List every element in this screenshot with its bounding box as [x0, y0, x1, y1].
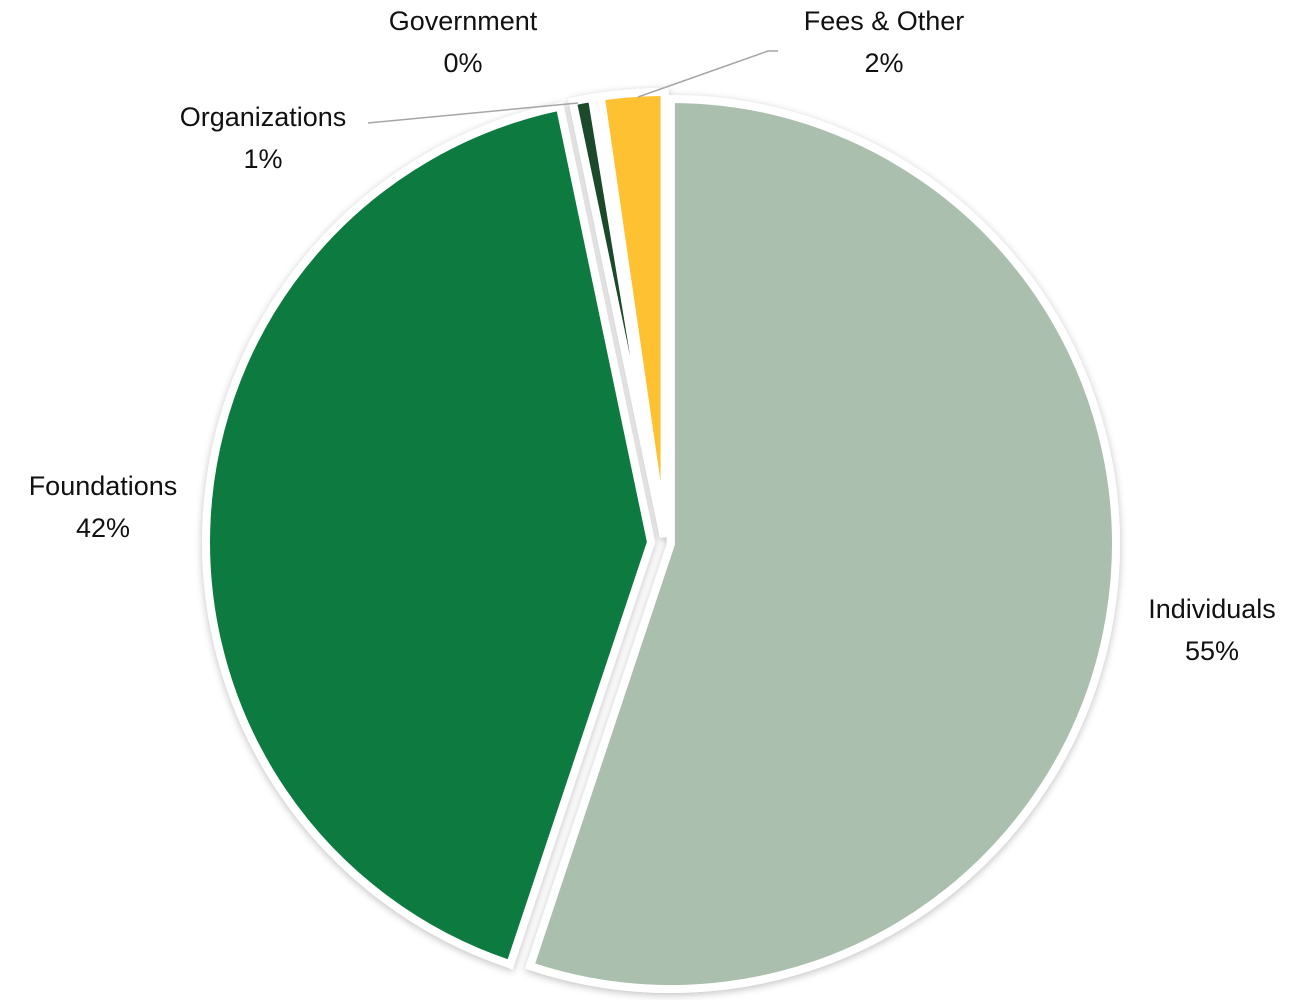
slice-percent-label: 2%	[864, 48, 903, 78]
slice-label-individuals: Individuals 55%	[1148, 594, 1276, 666]
leader-lines	[367, 50, 778, 124]
pie-slice-fees-and-other	[596, 88, 669, 538]
leader-line-fees-and-other	[637, 50, 778, 98]
pie-slices	[202, 88, 1120, 993]
slice-category-label: Organizations	[180, 102, 347, 132]
slice-percent-label: 1%	[243, 144, 282, 174]
slice-category-label: Foundations	[29, 471, 178, 501]
slice-category-label: Government	[389, 6, 538, 36]
slice-category-label: Fees & Other	[804, 6, 965, 36]
slice-label-fees-and-other: Fees & Other 2%	[804, 6, 965, 78]
slice-percent-label: 42%	[76, 513, 130, 543]
pie-slice-foundations	[202, 101, 656, 970]
slice-percent-label: 0%	[443, 48, 482, 78]
leader-line-organizations	[367, 102, 579, 124]
slice-label-foundations: Foundations 42%	[29, 471, 178, 543]
slice-category-label: Individuals	[1148, 594, 1276, 624]
slice-label-government: Government 0%	[389, 6, 538, 78]
pie-slice-individuals	[525, 94, 1120, 993]
slice-percent-label: 55%	[1185, 636, 1239, 666]
slice-labels: Individuals 55% Foundations 42% Organization…	[29, 6, 1276, 666]
slice-label-organizations: Organizations 1%	[180, 102, 347, 174]
